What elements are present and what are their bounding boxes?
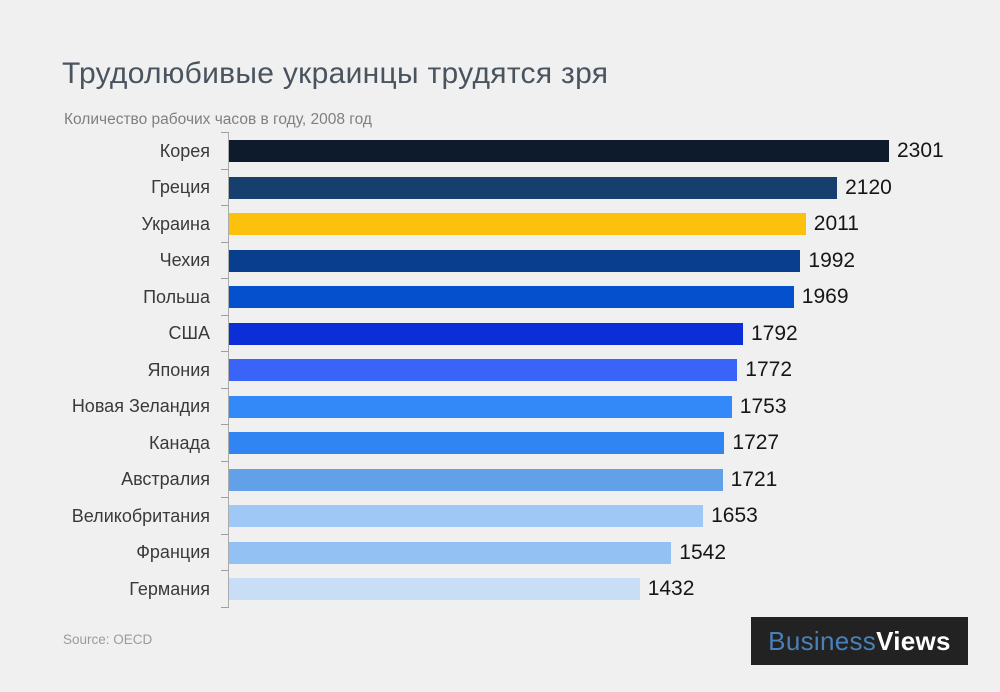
- axis-tick: [221, 351, 229, 352]
- bar-area: 1792: [221, 314, 1000, 352]
- value-label: 2301: [897, 139, 944, 163]
- axis-tick: [221, 570, 229, 571]
- bar-Австралия: [229, 468, 723, 491]
- axis-tick: [221, 533, 229, 535]
- bar-США: [229, 322, 743, 345]
- bar-area: 1727: [221, 424, 1000, 462]
- chart-row: Корея 2301: [0, 132, 1000, 170]
- bar-Япония: [229, 359, 738, 382]
- category-label: Украина: [141, 213, 210, 234]
- chart-row: Япония 1772: [0, 351, 1000, 389]
- bar-area: 1653: [221, 497, 1000, 535]
- bar-area: 1992: [221, 241, 1000, 279]
- category-label: Новая Зеландия: [71, 396, 210, 417]
- bar-chart: Корея 2301 Греция 2120 Украина 2011 Чехия 1992 П…: [0, 132, 1000, 608]
- chart-row: Греция 2120: [0, 168, 1000, 206]
- category-label: Австралия: [121, 469, 210, 490]
- category-label: Польша: [143, 286, 210, 307]
- category-label: Великобритания: [71, 505, 210, 526]
- value-label: 1653: [711, 504, 758, 528]
- bar-Греция: [229, 176, 838, 199]
- bar-Канада: [229, 432, 725, 455]
- chart-row: Франция 1542: [0, 533, 1000, 571]
- value-label: 1969: [801, 285, 849, 309]
- value-label: 1721: [730, 467, 778, 491]
- chart-row: Канада 1727: [0, 424, 1000, 462]
- bar-Польша: [229, 286, 794, 309]
- bar-area: 1753: [221, 387, 1000, 425]
- bar-Украина: [229, 213, 806, 236]
- axis-tick: [221, 132, 229, 133]
- category-label: Япония: [147, 359, 211, 380]
- bar-area: 1721: [221, 460, 1000, 498]
- bar-area: 1432: [221, 570, 1000, 608]
- category-label: Франция: [136, 542, 210, 563]
- bar-area: 1772: [221, 351, 1000, 389]
- chart-title: Трудолюбивые украинцы трудятся зря: [62, 57, 609, 90]
- value-label: 2011: [813, 212, 859, 236]
- axis-tick: [221, 606, 229, 608]
- axis-tick: [221, 460, 229, 462]
- chart-row: США 1792: [0, 314, 1000, 352]
- chart-row: Чехия 1992: [0, 241, 1000, 279]
- chart-row: Польша 1969: [0, 278, 1000, 316]
- category-label: Чехия: [159, 250, 210, 271]
- chart-row: Украина 2011: [0, 205, 1000, 243]
- bar-area: 2011: [221, 205, 1000, 243]
- axis-tick: [221, 168, 229, 170]
- value-label: 2120: [845, 175, 892, 199]
- bar-Корея: [229, 140, 889, 163]
- axis-tick: [221, 278, 229, 279]
- value-label: 1727: [732, 431, 780, 455]
- bar-Великобритания: [229, 505, 704, 528]
- chart-row: Новая Зеландия 1753: [0, 387, 1000, 425]
- chart-subtitle: Количество рабочих часов в году, 2008 го…: [64, 111, 372, 128]
- source-text: Source: OECD: [63, 632, 153, 647]
- chart-row: Великобритания 1653: [0, 497, 1000, 535]
- axis-tick: [221, 205, 229, 206]
- logo-text-views: Views: [876, 625, 951, 656]
- logo-text-business: Business: [768, 625, 877, 656]
- bar-area: 2301: [221, 132, 1000, 170]
- category-label: Германия: [129, 578, 210, 599]
- chart-row: Германия 1432: [0, 570, 1000, 608]
- value-label: 1792: [751, 321, 798, 345]
- axis-tick: [221, 241, 229, 243]
- bar-Чехия: [229, 249, 801, 272]
- chart-row: Австралия 1721: [0, 460, 1000, 498]
- category-label: Канада: [149, 432, 210, 453]
- value-label: 1992: [808, 248, 856, 272]
- axis-tick: [221, 314, 229, 316]
- value-label: 1772: [745, 358, 793, 382]
- category-label: Корея: [159, 140, 210, 161]
- bar-area: 2120: [221, 168, 1000, 206]
- axis-tick: [221, 424, 229, 425]
- bar-area: 1969: [221, 278, 1000, 316]
- bar-Германия: [229, 578, 640, 601]
- axis-tick: [221, 387, 229, 389]
- axis-tick: [221, 497, 229, 498]
- category-label: США: [168, 323, 210, 344]
- value-label: 1432: [647, 577, 695, 601]
- value-label: 1753: [739, 394, 787, 418]
- bar-Новая Зеландия: [229, 395, 732, 418]
- category-label: Греция: [151, 177, 210, 198]
- bar-Франция: [229, 541, 672, 564]
- businessviews-logo: Business Views: [751, 617, 968, 665]
- bar-area: 1542: [221, 533, 1000, 571]
- value-label: 1542: [679, 540, 727, 564]
- bar-rows: Корея 2301 Греция 2120 Украина 2011 Чехия 1992 П…: [0, 132, 1000, 608]
